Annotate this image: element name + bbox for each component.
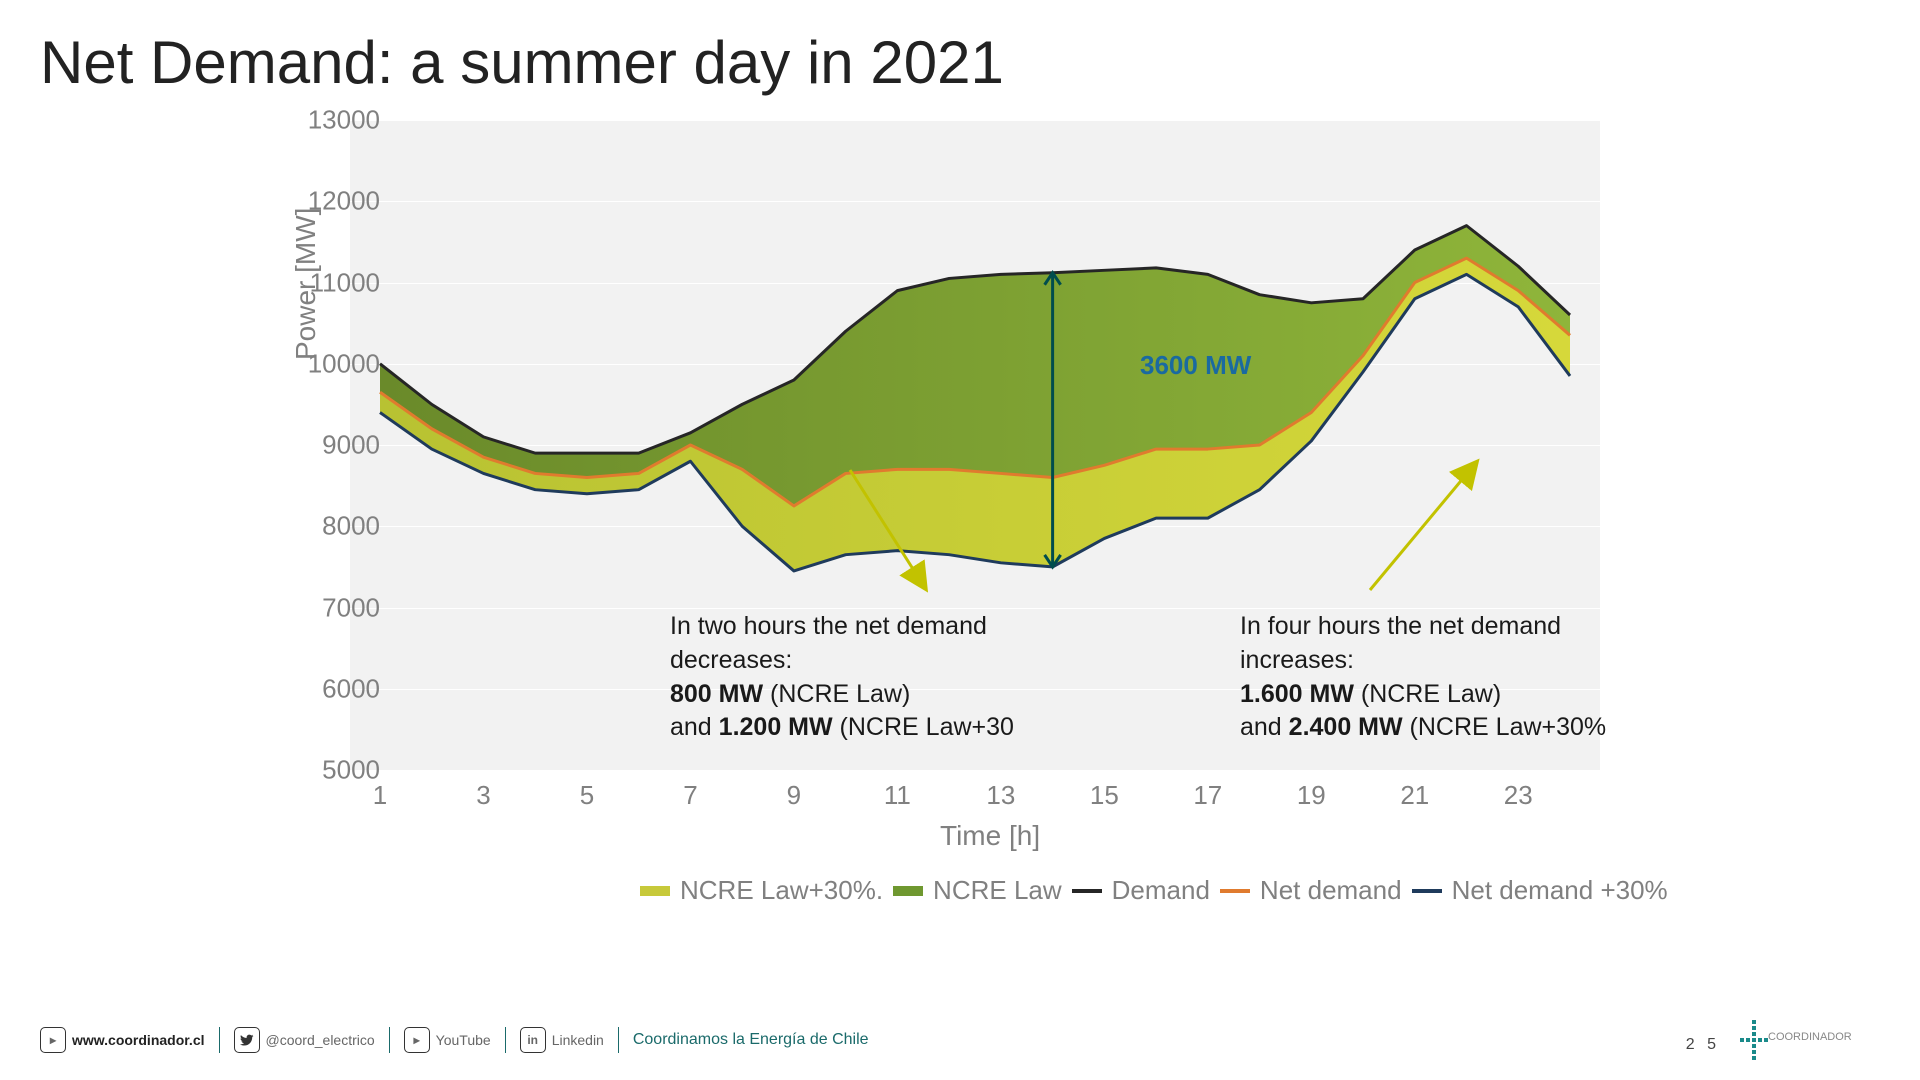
legend-swatch	[893, 886, 923, 896]
ramp-arrow-up	[1370, 470, 1470, 590]
x-tick: 21	[1400, 780, 1429, 811]
legend-label: NCRE Law+30%.	[680, 875, 883, 906]
legend-swatch	[1412, 889, 1442, 893]
area-ncre-law	[380, 226, 1570, 506]
y-tick: 7000	[290, 592, 380, 623]
x-tick: 17	[1193, 780, 1222, 811]
x-tick: 15	[1090, 780, 1119, 811]
y-tick: 8000	[290, 511, 380, 542]
footer-website[interactable]: ▸ www.coordinador.cl	[40, 1027, 205, 1053]
legend-label: Net demand	[1260, 875, 1402, 906]
svg-text:COORDINADOR: COORDINADOR	[1768, 1031, 1852, 1043]
x-tick: 19	[1297, 780, 1326, 811]
chart-container: Power [MW] Time [h] 50006000700080009000…	[240, 100, 1640, 860]
y-tick: 13000	[290, 105, 380, 136]
footer-twitter-text: @coord_electrico	[266, 1032, 375, 1048]
footer-linkedin[interactable]: in Linkedin	[520, 1027, 604, 1053]
page-number: 2 5	[1686, 1036, 1720, 1054]
x-tick: 3	[476, 780, 490, 811]
twitter-icon	[234, 1027, 260, 1053]
x-tick: 9	[787, 780, 801, 811]
y-tick: 10000	[290, 348, 380, 379]
x-tick: 7	[683, 780, 697, 811]
x-tick: 11	[884, 780, 911, 811]
x-tick: 23	[1504, 780, 1533, 811]
footer-linkedin-text: Linkedin	[552, 1032, 604, 1048]
linkedin-icon: in	[520, 1027, 546, 1053]
x-tick: 5	[580, 780, 594, 811]
y-tick: 11000	[290, 267, 380, 298]
callout-label: 3600 MW	[1140, 350, 1251, 381]
x-axis-label: Time [h]	[940, 820, 1040, 852]
legend-label: Demand	[1112, 875, 1210, 906]
annotation-0: In two hours the net demanddecreases:800…	[670, 610, 1014, 745]
legend-swatch	[1072, 889, 1102, 893]
footer-youtube[interactable]: ▸ YouTube	[404, 1027, 491, 1053]
footer-tagline: Coordinamos la Energía de Chile	[633, 1031, 869, 1049]
x-tick: 13	[986, 780, 1015, 811]
y-tick: 5000	[290, 755, 380, 786]
footer-twitter[interactable]: @coord_electrico	[234, 1027, 375, 1053]
footer-bar: ▸ www.coordinador.cl @coord_electrico ▸ …	[40, 1020, 1880, 1060]
legend-swatch	[640, 886, 670, 896]
youtube-icon: ▸	[404, 1027, 430, 1053]
page-title: Net Demand: a summer day in 2021	[40, 28, 1004, 97]
legend-swatch	[1220, 889, 1250, 893]
x-tick: 1	[373, 780, 387, 811]
annotation-1: In four hours the net demandincreases:1.…	[1240, 610, 1606, 745]
logo: COORDINADOR	[1740, 1016, 1890, 1066]
y-tick: 6000	[290, 673, 380, 704]
footer-youtube-text: YouTube	[436, 1032, 491, 1048]
legend: NCRE Law+30%. NCRE Law Demand Net demand Net…	[640, 875, 1668, 906]
play-icon: ▸	[40, 1027, 66, 1053]
legend-label: NCRE Law	[933, 875, 1062, 906]
legend-label: Net demand +30%	[1452, 875, 1668, 906]
y-tick: 12000	[290, 186, 380, 217]
y-tick: 9000	[290, 430, 380, 461]
footer-website-text: www.coordinador.cl	[72, 1032, 205, 1048]
